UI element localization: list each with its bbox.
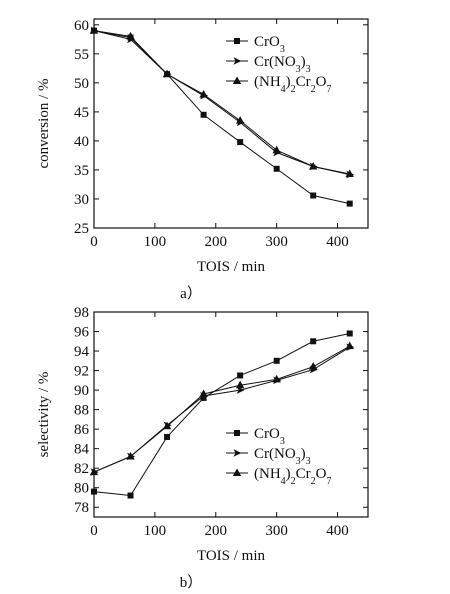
x-tick-label: 100	[144, 523, 167, 539]
x-tick-label: 0	[90, 523, 98, 539]
data-point-series-3	[126, 451, 135, 460]
chart-panel-a: 0 100 200 300 400 25 30 35 40 45 50 55 60 TOIS / min c…	[36, 18, 369, 302]
y-axis-label: selectivity / %	[36, 372, 52, 458]
series-line-1	[93, 30, 350, 205]
y-tick-label: 60	[74, 18, 89, 34]
series-line-2	[93, 30, 350, 176]
y-tick-label: 25	[74, 221, 89, 237]
data-point-series-1	[310, 192, 317, 199]
x-tick-label: 400	[326, 523, 349, 539]
x-axis-label: TOIS / min	[197, 259, 266, 275]
legend-label: (NH4)2Cr2O7	[254, 74, 332, 95]
data-point-series-1	[237, 372, 244, 379]
plot-frame-a	[93, 18, 369, 229]
legend-marker	[232, 468, 242, 476]
data-point-series-1	[346, 200, 353, 207]
y-tick-label: 55	[74, 47, 89, 63]
y-tick-label: 84	[74, 442, 90, 458]
series-line-3	[93, 30, 350, 175]
panel-label: a）	[180, 285, 202, 302]
series-line-3	[93, 345, 350, 473]
y-tick-label: 80	[74, 481, 89, 497]
y-tick-label: 90	[74, 383, 89, 399]
data-point-series-3	[199, 389, 208, 397]
data-point-series-3	[309, 362, 318, 370]
x-axis-label: TOIS / min	[197, 548, 266, 564]
data-point-series-3	[162, 421, 172, 430]
y-tick-label: 94	[74, 344, 90, 360]
legend-marker	[232, 76, 242, 84]
panel-label: b）	[180, 574, 203, 591]
data-point-series-3	[126, 31, 135, 40]
y-tick-label: 35	[74, 163, 89, 179]
data-point-series-1	[346, 330, 353, 337]
legend-label: Cr(NO3)3	[254, 446, 311, 467]
y-tick-label: 30	[74, 192, 89, 208]
x-tick-label: 0	[90, 234, 98, 250]
legend-marker	[234, 38, 240, 44]
data-point-series-1	[91, 488, 97, 495]
y-tick-label: 82	[74, 461, 89, 477]
plot-frame-b	[93, 311, 369, 518]
legend-label: CrO3	[254, 34, 285, 55]
y-tick-label: 50	[74, 76, 89, 92]
y-tick-label: 86	[74, 422, 90, 438]
data-point-series-3	[345, 341, 354, 350]
y-tick-label: 40	[74, 134, 89, 150]
data-point-series-1	[310, 338, 317, 345]
x-tick-label: 400	[326, 234, 349, 250]
data-point-series-3	[345, 169, 354, 178]
legend-marker	[233, 57, 242, 65]
y-tick-label: 45	[74, 105, 89, 121]
data-point-series-3	[309, 161, 318, 170]
data-point-series-1	[237, 139, 244, 146]
data-point-series-3	[162, 69, 172, 78]
series-line-1	[93, 332, 350, 497]
x-tick-label: 200	[205, 523, 228, 539]
y-tick-label: 78	[74, 500, 89, 516]
data-point-series-3	[199, 89, 208, 98]
y-tick-label: 98	[74, 305, 89, 321]
legend-label: CrO3	[254, 426, 285, 447]
data-point-series-3	[89, 467, 99, 476]
y-tick-label: 88	[74, 403, 89, 419]
data-point-series-3	[89, 26, 99, 34]
data-point-series-3	[235, 380, 245, 389]
y-axis-label: conversion / %	[36, 79, 52, 169]
legend-label: Cr(NO3)3	[254, 54, 311, 75]
data-point-series-1	[273, 165, 280, 172]
y-tick-label: 96	[74, 325, 90, 341]
x-tick-label: 300	[265, 523, 288, 539]
data-point-series-3	[272, 374, 281, 383]
data-point-series-1	[127, 492, 134, 499]
legend-marker	[233, 449, 242, 457]
data-point-series-1	[164, 433, 171, 440]
chart-panel-b: 0 100 200 300 400 78 80 82 84 86 88 90 92 94 96 98 TOIS …	[36, 305, 369, 591]
data-point-series-1	[200, 111, 207, 118]
x-tick-label: 200	[205, 234, 228, 250]
data-point-series-1	[273, 357, 280, 364]
x-tick-label: 100	[144, 234, 167, 250]
data-point-series-3	[235, 116, 245, 124]
data-point-series-3	[272, 145, 281, 154]
x-tick-label: 300	[265, 234, 288, 250]
y-tick-label: 92	[74, 364, 89, 380]
legend-marker	[234, 430, 240, 436]
legend-label: (NH4)2Cr2O7	[254, 466, 332, 487]
